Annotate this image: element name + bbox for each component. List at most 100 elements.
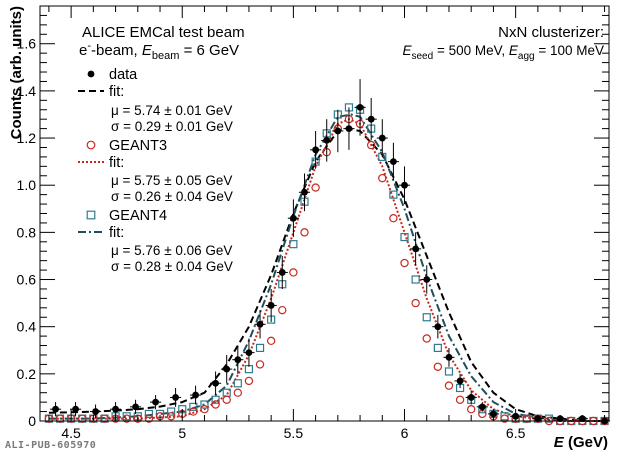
y-axis-label: Counts (arb. units) (8, 6, 25, 139)
y-tick-label: 1.0 (17, 177, 37, 193)
x-tick-label: 5 (178, 425, 186, 441)
geant4-point (433, 343, 442, 353)
legend-label: fit: (109, 225, 124, 241)
clusterizer-title: NxN clusterizer: (498, 24, 604, 41)
geant3-point (300, 228, 309, 237)
geant3-point (144, 414, 154, 423)
seed-value: = 500 MeV, (433, 43, 509, 58)
geant4-point (189, 402, 198, 411)
y-tick-label: 0.8 (17, 224, 37, 240)
data-point (334, 127, 342, 135)
data-point (312, 146, 320, 154)
legend-label: fit: (109, 84, 124, 100)
geant3-point (122, 414, 131, 423)
y-tick-label: 1.6 (17, 36, 37, 52)
legend-label: μ = 5.75 ± 0.05 GeV (111, 173, 232, 188)
data-point (345, 125, 353, 133)
legend-label: data (109, 67, 138, 83)
beam-energy-value: = 6 GeV (179, 42, 239, 59)
geant4-point (200, 400, 209, 409)
geant3-point (166, 412, 176, 421)
geant3-point (455, 395, 465, 404)
geant3-point (311, 183, 320, 192)
geant4-point (411, 275, 420, 284)
y-tick-label: 0 (28, 413, 36, 429)
data-point (445, 353, 453, 361)
data-point (278, 269, 286, 276)
geant3-point (444, 381, 454, 390)
electron-charge: - (87, 40, 91, 52)
beam-energy-label: e--beam, Ebeam = 6 GeV (79, 40, 239, 62)
legend-label: σ = 0.29 ± 0.01 GeV (111, 119, 233, 134)
data-point (152, 398, 159, 406)
geant4-point (122, 412, 131, 421)
data-point (267, 302, 275, 309)
data-point (478, 403, 486, 411)
y-tick-label: 1.2 (17, 130, 37, 146)
data-point (289, 214, 297, 222)
data-point (378, 134, 386, 142)
geant3-point (389, 214, 398, 223)
data-point (112, 405, 119, 413)
beam-energy-sub: beam (152, 50, 180, 62)
data-point (52, 405, 59, 413)
geant4-point (211, 395, 220, 404)
legend-geant4-marker (86, 210, 96, 220)
x-axis-label-unit: (GeV) (564, 434, 608, 451)
legend-label: μ = 5.76 ± 0.06 GeV (111, 243, 232, 258)
geant3-point (522, 414, 531, 423)
geant4-point (400, 232, 409, 242)
geant4-point (422, 313, 431, 322)
legend-label: μ = 5.74 ± 0.01 GeV (111, 103, 232, 118)
data-point (467, 394, 475, 401)
data-point (245, 349, 253, 357)
geant3-point (289, 268, 298, 277)
data-point (356, 103, 364, 111)
legend-label: GEANT4 (109, 208, 167, 224)
beam-title: ALICE EMCal test beam (82, 24, 245, 41)
data-point (234, 356, 242, 364)
beam-word: -beam, (91, 42, 142, 59)
data-points (44, 79, 611, 426)
legend-label: σ = 0.28 ± 0.04 GeV (111, 259, 233, 274)
data-point (301, 188, 308, 196)
data-point (223, 365, 231, 373)
geant3-point (278, 305, 287, 315)
data-point (323, 137, 331, 144)
legend-label: fit: (109, 155, 124, 171)
data-point (423, 276, 431, 283)
geant4-point (500, 412, 509, 421)
publication-id: ALI-PUB-605970 (5, 440, 97, 451)
geant4-point (144, 409, 154, 419)
data-point (172, 394, 179, 401)
geant4-point (544, 414, 554, 423)
geant3-point (433, 362, 443, 371)
x-axis-label: E (GeV) (554, 434, 608, 451)
geant3-point (255, 360, 265, 369)
geant4-point (389, 190, 398, 199)
y-tick-label: 0.6 (17, 272, 37, 288)
y-tick-label: 0.2 (17, 366, 37, 382)
data-point (192, 391, 199, 399)
geant3-point (233, 388, 243, 397)
data-point (401, 181, 408, 189)
geant3-point (55, 414, 65, 423)
data-point (412, 245, 420, 253)
geant4-point (255, 343, 265, 353)
clusterizer-params: Eseed = 500 MeV, Eagg = 100 MeV (402, 43, 604, 62)
data-point (490, 410, 497, 418)
y-tick-label: 0.4 (17, 319, 37, 335)
geant3-fit-curve (48, 118, 605, 422)
beam-energy-var: E (142, 42, 153, 59)
legend-label: σ = 0.26 ± 0.04 GeV (111, 189, 233, 204)
agg-sub: agg (518, 51, 535, 62)
legend-data-marker (87, 70, 95, 78)
axes: 4.5 5 5.5 6 6.5 0 0.2 0.4 0.6 0.8 1.0 1.2 1.4 1.6 (17, 5, 609, 441)
x-tick-label: 6.5 (506, 425, 526, 441)
geant3-point (366, 140, 376, 150)
geant4-point (167, 407, 176, 416)
seed-sub: seed (412, 51, 434, 62)
data-point (132, 403, 139, 411)
geant3-point (466, 405, 476, 414)
